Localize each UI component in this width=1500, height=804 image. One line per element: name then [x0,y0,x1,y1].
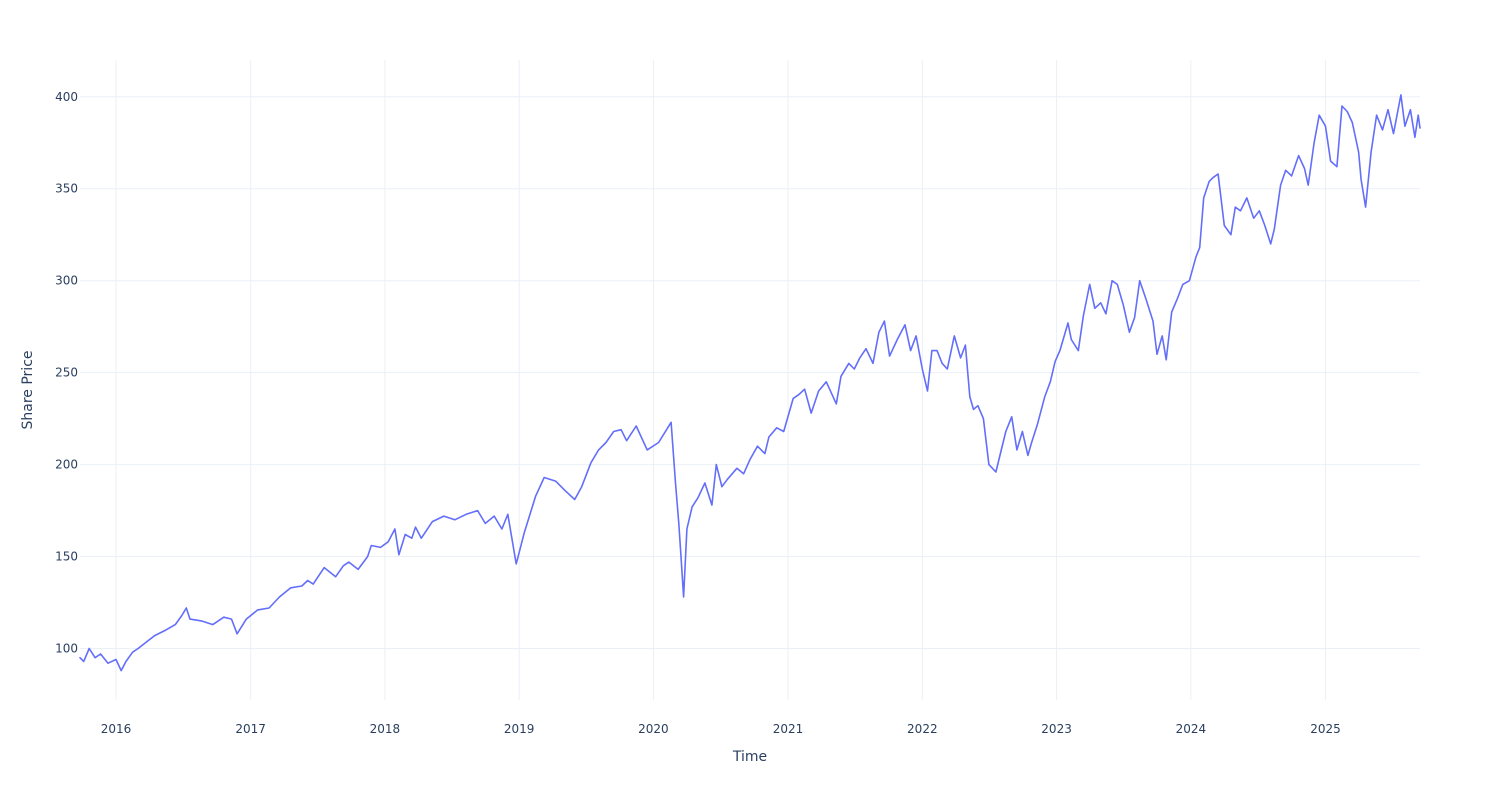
x-tick-label: 2023 [1041,722,1072,736]
y-tick-label: 350 [55,182,78,196]
series-layer [79,94,1421,672]
y-tick-labels: 100 150 200 250 300 350 400 [55,90,78,656]
x-tick-label: 2019 [504,722,535,736]
y-tick-label: 250 [55,366,78,380]
y-axis-title: Share Price [20,350,36,429]
y-gridlines [80,96,1420,650]
x-tick-label: 2022 [907,722,938,736]
share-price-line [79,94,1421,672]
x-tick-label: 2024 [1176,722,1207,736]
plot-background [80,60,1420,700]
x-gridlines [115,60,1326,700]
y-tick-label: 200 [55,458,78,472]
y-tick-label: 100 [55,642,78,656]
x-tick-label: 2017 [235,722,266,736]
x-tick-label: 2025 [1310,722,1341,736]
x-tick-label: 2018 [370,722,401,736]
y-tick-label: 400 [55,90,78,104]
x-axis-title: Time [732,749,767,765]
y-tick-label: 300 [55,274,78,288]
x-tick-label: 2016 [101,722,132,736]
x-tick-label: 2021 [773,722,804,736]
x-tick-labels: 2016 2017 2018 2019 2020 2021 2022 2023 2024 2025 [101,722,1341,736]
x-tick-label: 2020 [638,722,669,736]
y-tick-label: 150 [55,550,78,564]
